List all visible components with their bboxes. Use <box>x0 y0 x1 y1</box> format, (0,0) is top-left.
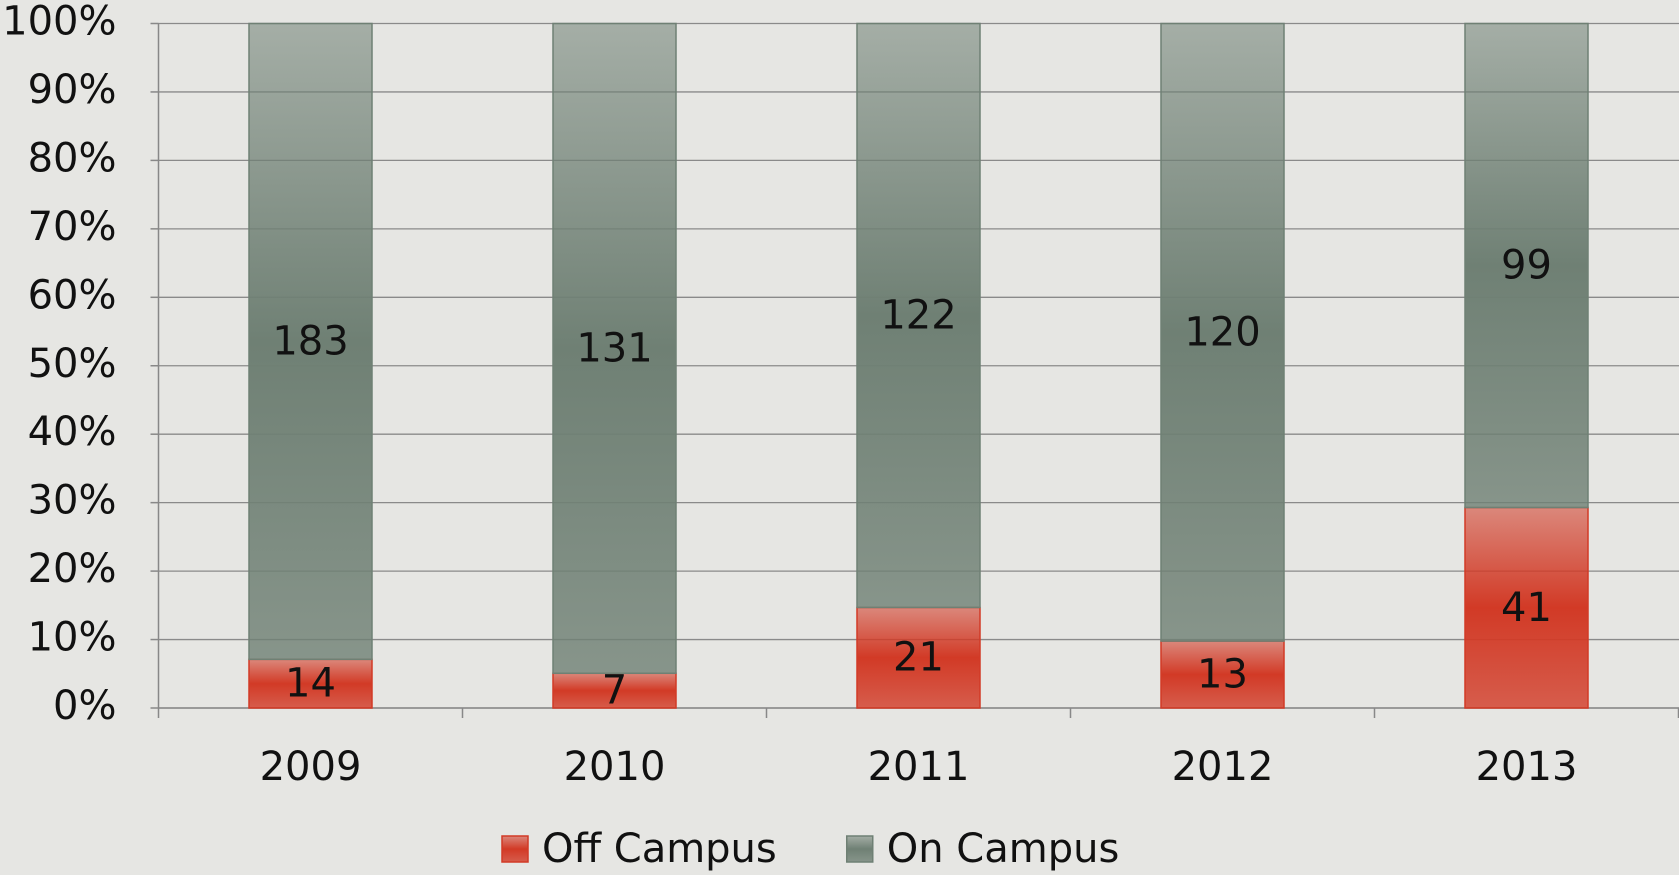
y-tick-label: 10% <box>28 615 117 661</box>
y-tick-label: 50% <box>28 341 117 387</box>
bar-segment <box>248 658 373 709</box>
bar-segment <box>552 672 677 709</box>
y-tick-label: 30% <box>28 478 117 524</box>
y-tick-label: 40% <box>28 409 117 455</box>
data-label: 120 <box>1184 309 1260 355</box>
bar-segment <box>1160 22 1285 642</box>
x-tick-label: 2011 <box>868 744 970 790</box>
legend-label: Off Campus <box>542 826 777 872</box>
legend-swatch <box>501 835 529 863</box>
y-tick-label: 70% <box>28 204 117 250</box>
data-label: 41 <box>1501 585 1552 631</box>
bar-segment <box>856 22 981 609</box>
bar-segment <box>248 22 373 661</box>
bar-segment <box>856 606 981 709</box>
y-tick-label: 90% <box>28 67 117 113</box>
bar-segment <box>1160 640 1285 709</box>
data-label: 7 <box>602 668 627 714</box>
y-tick-label: 100% <box>2 0 116 45</box>
data-label: 122 <box>880 292 956 338</box>
y-tick-label: 20% <box>28 546 117 592</box>
data-label: 131 <box>576 325 652 371</box>
x-tick-label: 2009 <box>260 744 362 790</box>
bar-segment <box>1464 22 1589 509</box>
legend-label: On Campus <box>887 826 1120 872</box>
data-label: 21 <box>893 635 944 681</box>
data-label: 183 <box>272 318 348 364</box>
data-label: 13 <box>1197 652 1248 698</box>
x-tick-label: 2012 <box>1172 744 1274 790</box>
bar-segment <box>1464 506 1589 709</box>
data-label: 99 <box>1501 243 1552 289</box>
legend-swatch <box>846 835 874 863</box>
data-label: 14 <box>285 661 336 707</box>
x-tick-label: 2013 <box>1476 744 1578 790</box>
y-tick-label: 0% <box>53 683 116 729</box>
bar-segment <box>552 22 677 675</box>
y-tick-label: 60% <box>28 272 117 318</box>
y-tick-label: 80% <box>28 135 117 181</box>
x-tick-label: 2010 <box>564 744 666 790</box>
